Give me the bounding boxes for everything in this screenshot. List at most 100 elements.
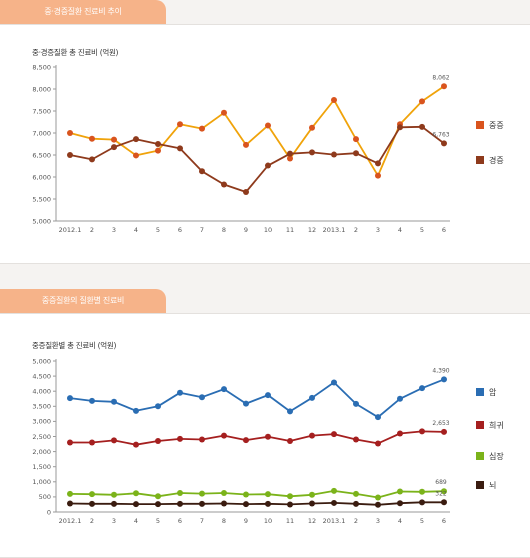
disease-line-chart: 0 500 1,000 1,500 2,000 2,500 3,000 3,500 4,000 4… <box>32 357 504 525</box>
data-point <box>419 488 425 495</box>
y-tick-label: 5,000 <box>32 217 51 225</box>
data-point <box>243 400 249 407</box>
data-point <box>199 500 205 507</box>
data-point <box>419 98 425 105</box>
x-tick-label: 12 <box>308 226 316 234</box>
data-point <box>89 135 95 142</box>
x-tick-label: 5 <box>420 226 424 234</box>
data-point <box>419 123 425 130</box>
data-point <box>199 394 205 401</box>
legend-label: 암 <box>489 387 497 397</box>
data-point <box>67 500 73 507</box>
x-tick-label: 2012.1 <box>59 226 82 234</box>
legend-label: 심장 <box>489 451 504 461</box>
data-point <box>397 488 403 495</box>
x-tick-label: 12 <box>308 517 316 525</box>
y-tick-label: 1,500 <box>32 463 51 471</box>
data-point <box>199 125 205 132</box>
x-tick-label: 11 <box>286 226 294 234</box>
x-tick-label: 6 <box>442 226 446 234</box>
data-point <box>221 500 227 507</box>
data-point <box>441 83 447 90</box>
y-tick-label: 0 <box>47 508 51 516</box>
x-tick-label: 8 <box>222 517 226 525</box>
panel-tab-disease[interactable]: 중증질환의 질환별 진료비 <box>0 289 166 313</box>
series-line-0 <box>69 85 445 177</box>
data-point <box>441 488 447 495</box>
y-tick-label: 8,000 <box>32 85 51 93</box>
x-tick-label: 2 <box>354 517 358 525</box>
y-tick-label: 500 <box>39 493 51 501</box>
data-point <box>265 162 271 169</box>
data-point <box>375 172 381 179</box>
data-point <box>331 379 337 386</box>
data-point <box>177 500 183 507</box>
x-tick-label: 2 <box>354 226 358 234</box>
data-point <box>221 109 227 116</box>
x-tick-label: 10 <box>264 517 272 525</box>
data-point <box>441 428 447 435</box>
data-point <box>221 181 227 188</box>
data-point <box>287 438 293 445</box>
legend-swatch <box>476 421 484 429</box>
data-point <box>67 130 73 136</box>
data-point <box>243 501 249 508</box>
legend-swatch <box>476 481 484 489</box>
data-point <box>89 491 95 498</box>
data-point <box>243 437 249 444</box>
chart-title: 중증질환별 총 진료비 (억원) <box>32 341 117 350</box>
data-point <box>133 407 139 414</box>
x-tick-label: 2 <box>90 226 94 234</box>
y-tick-label: 8,500 <box>32 63 51 71</box>
data-point <box>155 147 161 154</box>
data-point <box>177 145 183 152</box>
legend-label: 뇌 <box>489 481 496 490</box>
legend-swatch <box>476 452 484 460</box>
data-point <box>177 435 183 442</box>
x-tick-label: 2013.1 <box>323 226 346 234</box>
data-label: 8,062 <box>432 74 449 81</box>
x-tick-label: 6 <box>442 517 446 525</box>
data-point <box>133 490 139 497</box>
legend-label: 중증 <box>489 121 504 130</box>
data-label: 4,390 <box>432 367 449 374</box>
x-tick-label: 3 <box>112 517 116 525</box>
data-point <box>353 490 359 497</box>
data-point <box>353 500 359 507</box>
data-point <box>375 494 381 501</box>
data-point <box>353 436 359 443</box>
data-point <box>67 439 73 446</box>
x-tick-label: 11 <box>286 517 294 525</box>
data-point <box>397 430 403 437</box>
data-point <box>287 493 293 500</box>
x-tick-label: 2013.1 <box>323 517 346 525</box>
data-point <box>133 152 139 159</box>
y-tick-label: 7,000 <box>32 129 51 137</box>
data-point <box>265 392 271 399</box>
data-point <box>375 501 381 508</box>
y-tick-label: 7,500 <box>32 107 51 115</box>
data-point <box>419 428 425 435</box>
data-point <box>375 414 381 421</box>
data-point <box>111 437 117 444</box>
panel-tab-label: 중·경증질환 진료비 추이 <box>44 7 122 16</box>
x-tick-label: 3 <box>376 226 380 234</box>
y-tick-label: 4,500 <box>32 372 51 380</box>
data-point <box>353 136 359 143</box>
x-tick-label: 3 <box>376 517 380 525</box>
data-point <box>397 395 403 402</box>
data-point <box>419 499 425 506</box>
x-tick-label: 4 <box>398 226 402 234</box>
x-tick-label: 5 <box>156 517 160 525</box>
data-point <box>177 389 183 396</box>
panel-tab-severity[interactable]: 중·경증질환 진료비 추이 <box>0 0 166 24</box>
series-line-2 <box>69 489 445 499</box>
data-point <box>89 439 95 446</box>
legend-swatch <box>476 156 484 164</box>
data-point <box>441 140 447 147</box>
data-point <box>265 491 271 498</box>
series-line-1 <box>69 125 445 193</box>
legend-swatch <box>476 121 484 129</box>
data-point <box>243 491 249 498</box>
data-point <box>397 124 403 131</box>
